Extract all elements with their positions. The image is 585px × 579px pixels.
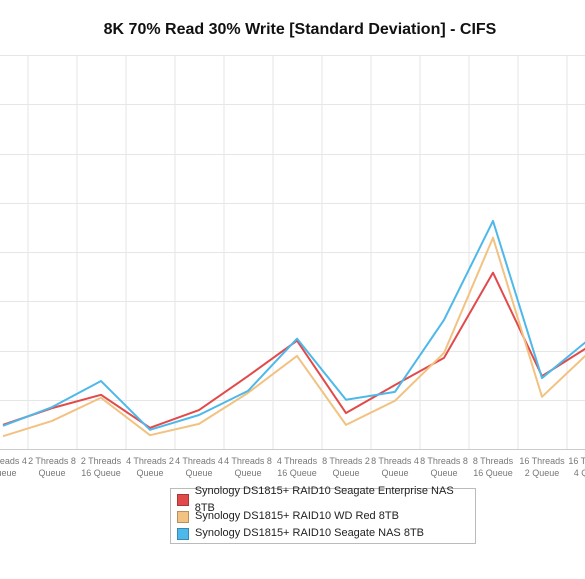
x-tick-label: 8 Threads 16 Queue [472, 456, 514, 478]
legend-label: Synology DS1815+ RAID10 WD Red 8TB [195, 510, 399, 522]
chart-title: 8K 70% Read 30% Write [Standard Deviatio… [104, 21, 497, 38]
legend-item: Synology DS1815+ RAID10 Seagate NAS 8TB [177, 525, 469, 542]
x-tick-label: 2 Threads 4 Queue [0, 456, 27, 478]
x-tick-label: 4 Threads 8 Queue [224, 456, 272, 478]
series-line [2, 236, 585, 438]
legend-item: Synology DS1815+ RAID10 Seagate Enterpri… [177, 485, 469, 514]
legend-label: Synology DS1815+ RAID10 Seagate NAS 8TB [195, 527, 424, 539]
x-tick-label: 8 Threads 2 Queue [322, 456, 370, 478]
x-tick-label: 4 Threads 4 Queue [175, 456, 223, 478]
series-line [2, 271, 585, 429]
legend-swatch [177, 527, 189, 540]
x-tick-label: 16 Threads 4 Queue [568, 456, 585, 478]
x-tick-label: 8 Threads 4 Queue [371, 456, 419, 478]
legend-swatch [177, 493, 189, 506]
x-tick-label: 4 Threads 16 Queue [276, 456, 318, 478]
x-tick-label: 4 Threads 2 Queue [126, 456, 174, 478]
legend: Synology DS1815+ RAID10 Seagate Enterpri… [170, 485, 476, 544]
x-tick-label: 2 Threads 8 Queue [28, 456, 76, 478]
legend-swatch [177, 510, 189, 523]
x-tick-label: 8 Threads 8 Queue [420, 456, 468, 478]
series-line [2, 219, 585, 431]
legend-item: Synology DS1815+ RAID10 WD Red 8TB [177, 508, 469, 525]
x-tick-label: 2 Threads 16 Queue [80, 456, 122, 478]
legend-label: Synology DS1815+ RAID10 Seagate Enterpri… [194, 484, 454, 514]
x-tick-label: 16 Threads 2 Queue [519, 456, 565, 478]
